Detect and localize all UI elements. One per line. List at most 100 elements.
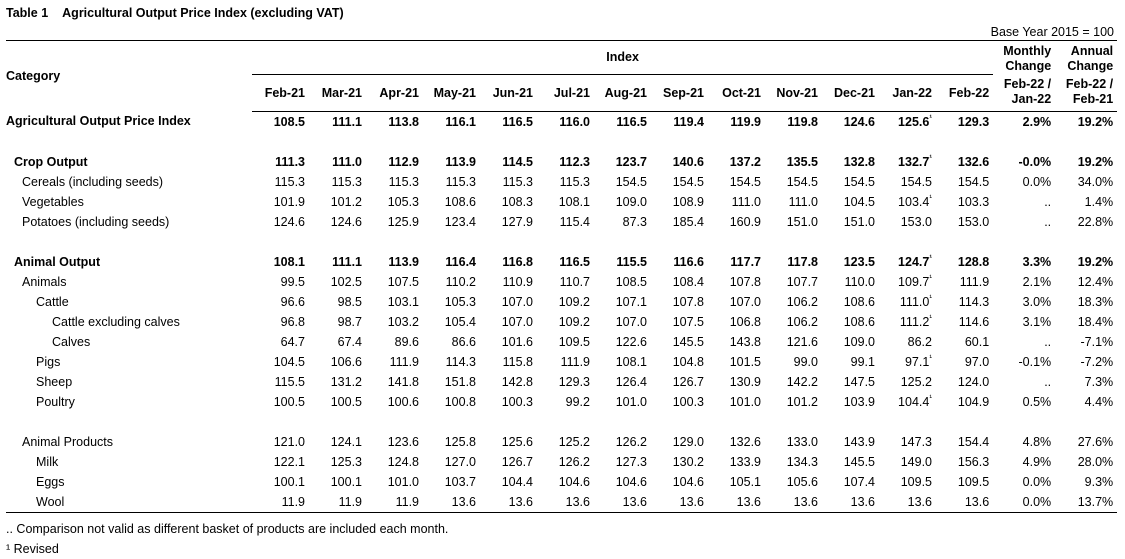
monthly-change-value: 3.3% [1022,254,1052,269]
index-value: 104.6 [537,472,594,492]
value-text: 110.0 [844,274,875,289]
category-header: Category [6,40,252,111]
table-title-text: Agricultural Output Price Index (excludi… [62,6,344,20]
index-value: 143.8 [708,332,765,352]
month-header: Sep-21 [651,74,708,112]
value-text: 101.6 [501,334,533,349]
index-value: 108.6 [822,312,879,332]
value-text: 101.9 [273,194,305,209]
value-text: 111.3 [275,154,305,169]
value-text: 143.9 [843,434,875,449]
table-header: Category Index Monthly Change Annual Change… [6,40,1118,112]
value-text: 106.2 [786,314,818,329]
index-value: 108.5 [252,111,309,132]
index-value: 142.8 [480,372,537,392]
spacer-row [6,412,1117,432]
annual-change-value: 7.3% [1084,374,1114,389]
value-text: 115.5 [274,374,305,389]
value-text: 119.4 [673,114,704,129]
index-value: 116.1 [423,111,480,132]
value-text: 113.9 [445,154,476,169]
table-row: Eggs 100.1 100.1 101.0 103.7 104.4 104.6 104.6 1… [6,472,1117,492]
index-value: 109.7¹ [879,272,936,292]
value-text: 116.8 [502,254,533,269]
index-value: 154.5 [822,172,879,192]
value-text: 107.0 [615,314,647,329]
value-text: 111.9 [389,354,419,369]
value-text: 130.2 [672,454,704,469]
value-text: 122.1 [273,454,305,469]
value-text: 60.1 [964,334,990,349]
index-value: 109.2 [537,292,594,312]
index-value: 147.5 [822,372,879,392]
index-value: 112.9 [366,152,423,172]
header-row-top: Category Index Monthly Change Annual Change [6,40,1118,111]
annual-change-value: -7.2% [1080,354,1114,369]
revised-mark: ¹ [929,272,932,282]
index-value: 113.8 [366,111,423,132]
index-value: 130.2 [651,452,708,472]
table-row: Wool 11.9 11.9 11.9 13.6 13.6 13.6 13.6 13.6 13.6… [6,491,1118,513]
index-value: 133.0 [765,432,822,452]
value-text: 101.2 [786,394,818,409]
value-text: 116.5 [559,254,590,269]
index-value: 156.3 [936,452,993,472]
index-value: 160.9 [708,212,765,232]
index-value: 13.6 [537,491,594,513]
row-label: Sheep [36,374,73,389]
value-text: 117.7 [730,254,761,269]
value-text: 13.6 [907,494,932,509]
table-row: Cattle excluding calves 96.8 98.7 103.2 105.… [6,312,1117,332]
value-text: 109.2 [558,294,590,309]
index-value: 101.2 [765,392,822,412]
index-value: 111.1 [309,111,366,132]
index-value: 114.6 [936,312,993,332]
value-text: 111.9 [959,274,990,289]
index-value: 86.6 [423,332,480,352]
index-value: 116.6 [651,252,708,272]
monthly-change-value: 0.5% [1022,394,1052,409]
value-text: 154.5 [672,174,704,189]
row-label: Pigs [36,354,61,369]
index-value: 122.1 [252,452,309,472]
index-value: 108.1 [594,352,651,372]
row-label: Animal Products [22,434,114,449]
index-value: 100.5 [309,392,366,412]
value-text: 116.5 [616,114,647,129]
index-value: 111.2¹ [879,312,936,332]
row-label: Calves [52,334,91,349]
value-text: 151.8 [444,374,476,389]
index-value: 108.4 [651,272,708,292]
index-value: 96.6 [252,292,309,312]
row-label: Cereals (including seeds) [22,174,164,189]
index-value: 11.9 [252,491,309,513]
index-value: 116.5 [537,252,594,272]
index-value: 124.7¹ [879,252,936,272]
index-value: 99.0 [765,352,822,372]
index-value: 124.0 [936,372,993,392]
monthly-change-value: -0.0% [1018,154,1052,169]
index-value: 111.9 [936,272,993,292]
table-row: Animal Products 121.0 124.1 123.6 125.8 125.6… [6,432,1117,452]
footnote-comparison: .. Comparison not valid as different bas… [6,522,449,536]
index-value: 101.6 [480,332,537,352]
index-value: 117.8 [765,252,822,272]
index-value: 125.8 [423,432,480,452]
index-value: 105.1 [708,472,765,492]
index-value: 108.1 [252,252,309,272]
revised-mark: ¹ [929,252,932,262]
index-value: 135.5 [765,152,822,172]
index-value: 13.6 [480,491,537,513]
index-value: 104.6 [594,472,651,492]
index-value: 106.2 [765,312,822,332]
value-text: 108.6 [843,294,875,309]
revised-mark: ¹ [929,192,932,202]
value-text: 129.3 [957,114,990,129]
value-text: 111.1 [332,114,362,129]
index-value: 99.5 [252,272,309,292]
value-text: 127.9 [501,214,533,229]
table-row: Vegetables 101.9 101.2 105.3 108.6 108.3 108.1… [6,192,1117,212]
value-text: 124.0 [957,374,990,389]
monthly-change-value: 0.0% [1022,174,1052,189]
index-value: 134.3 [765,452,822,472]
